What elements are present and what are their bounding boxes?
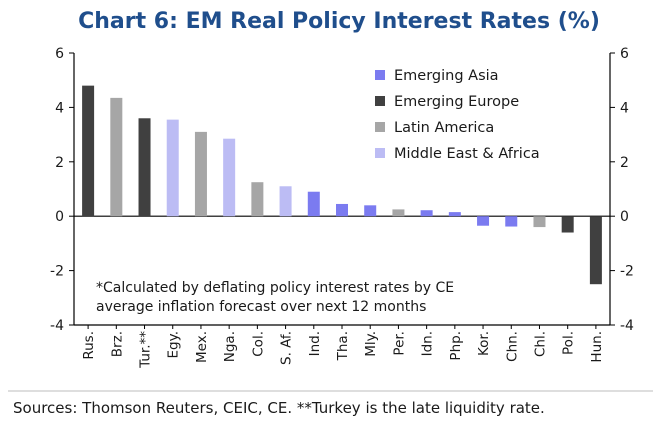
legend-swatch	[375, 122, 385, 132]
bar	[448, 212, 461, 217]
x-tick-label: Ind.	[307, 331, 323, 356]
bar	[251, 182, 264, 217]
y-tick-label-left: -2	[50, 264, 64, 280]
x-tick-label: Chl.	[532, 331, 548, 357]
annotation: *Calculated by deflating policy interest…	[96, 280, 454, 315]
bar	[82, 85, 95, 217]
y-tick-label-left: 2	[55, 155, 64, 171]
y-tick-label-left: 6	[55, 46, 64, 62]
x-tick-label: Nga.	[222, 331, 238, 362]
y-tick-label-right: 6	[620, 46, 629, 62]
bar	[505, 216, 518, 227]
x-tick-label: Pol.	[561, 331, 577, 355]
bar	[307, 191, 320, 217]
x-tick-label: Php.	[448, 331, 464, 361]
x-tick-label: Mly.	[363, 331, 379, 357]
y-tick-label-left: 0	[55, 209, 64, 225]
x-tick-label: Brz.	[109, 331, 125, 357]
bar	[279, 186, 292, 217]
x-tick-label: Mex.	[194, 331, 210, 363]
x-tick-label: Hun.	[589, 331, 605, 363]
x-tick-label: Idn.	[420, 331, 436, 356]
bar	[336, 203, 348, 217]
bar	[166, 119, 179, 217]
y-tick-label-right: 2	[620, 155, 629, 171]
bar	[477, 216, 490, 226]
bar	[110, 97, 123, 217]
bar	[420, 210, 433, 217]
x-tick-label: Per.	[391, 331, 407, 356]
x-tick-label: Col.	[250, 331, 266, 357]
x-tick-label: Tur.**	[138, 331, 154, 369]
x-tick-label: Egy.	[166, 331, 182, 358]
chart-title: Chart 6: EM Real Policy Interest Rates (…	[78, 9, 600, 34]
legend-label: Latin America	[394, 120, 494, 136]
bars	[82, 85, 602, 285]
source-note: Sources: Thomson Reuters, CEIC, CE. **Tu…	[13, 399, 545, 417]
bar	[392, 209, 405, 217]
x-tick-label: S. Af.	[279, 331, 295, 365]
y-tick-label-right: 4	[620, 100, 629, 116]
chart-annotation: *Calculated by deflating policy interest…	[96, 280, 454, 296]
bar	[533, 216, 546, 228]
legend-label: Emerging Europe	[394, 94, 519, 110]
legend-label: Middle East & Africa	[394, 146, 540, 162]
legend-swatch	[375, 96, 385, 106]
chart-annotation: average inflation forecast over next 12 …	[96, 299, 426, 315]
bar	[138, 118, 151, 217]
legend: Emerging Asia Emerging Europe Latin Americ…	[375, 68, 540, 162]
y-tick-label-right: -2	[620, 264, 634, 280]
bar	[223, 138, 236, 217]
y-tick-label-right: 0	[620, 209, 629, 225]
y-tick-label-left: -4	[50, 318, 64, 334]
y-tick-label-right: -4	[620, 318, 634, 334]
x-tick-label: Chn.	[504, 331, 520, 362]
x-tick-label: Rus.	[81, 331, 97, 360]
bar	[589, 216, 602, 285]
bar	[194, 131, 207, 217]
legend-label: Emerging Asia	[394, 68, 499, 84]
x-tick-label: Kor.	[476, 331, 492, 356]
axes: 6 6 4 4 2 2 0 0 -2 -2 -4 -4 Rus. Brz. Tur.** Egy. Mex. Ng…	[50, 46, 634, 369]
bar	[561, 216, 574, 233]
bar	[364, 205, 377, 217]
legend-swatch	[375, 70, 385, 80]
x-tick-label: Tha.	[335, 331, 351, 361]
legend-swatch	[375, 148, 385, 158]
y-tick-label-left: 4	[55, 100, 64, 116]
